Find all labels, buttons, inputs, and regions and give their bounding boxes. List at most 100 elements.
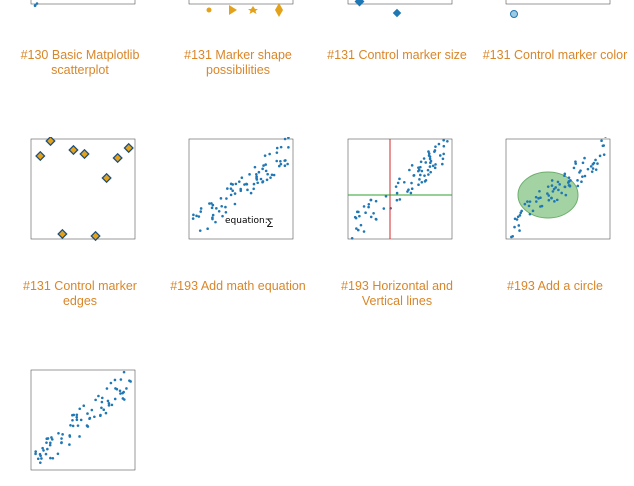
thumbnail[interactable] <box>496 137 614 255</box>
point <box>252 182 256 186</box>
point <box>78 407 82 411</box>
point <box>35 2 39 5</box>
point <box>287 137 290 139</box>
point <box>515 218 519 221</box>
point <box>550 196 553 200</box>
thumbnail[interactable] <box>21 137 139 255</box>
thumbnail[interactable]: equation: ∑ <box>179 137 297 255</box>
point <box>567 176 571 179</box>
point <box>427 150 430 153</box>
marker <box>112 152 123 164</box>
thumbnail[interactable] <box>179 0 297 20</box>
point <box>99 414 102 417</box>
thumbnail[interactable] <box>496 0 614 20</box>
caption-link[interactable]: #193 Horizontal and Vertical lines <box>341 279 453 308</box>
point <box>602 153 606 156</box>
point <box>71 418 74 422</box>
point <box>580 180 583 184</box>
point <box>538 189 541 193</box>
point <box>248 173 251 176</box>
point <box>107 404 111 407</box>
point <box>513 225 516 229</box>
point <box>426 168 430 172</box>
point <box>46 437 50 440</box>
point <box>219 197 223 200</box>
point <box>211 203 215 207</box>
point <box>369 198 373 202</box>
point <box>441 157 445 161</box>
point <box>374 199 378 203</box>
marker <box>123 142 134 154</box>
point <box>105 387 109 390</box>
point <box>198 229 202 232</box>
point <box>50 438 54 441</box>
point <box>355 227 358 230</box>
point <box>119 378 123 381</box>
caption-link[interactable]: #130 Basic Matplotlib scatterplot <box>20 48 140 77</box>
point <box>564 193 568 197</box>
point <box>225 197 228 200</box>
point <box>551 190 555 193</box>
point <box>115 387 119 391</box>
thumbnail[interactable] <box>21 0 139 20</box>
point <box>563 174 566 178</box>
point <box>367 202 371 206</box>
point <box>412 174 416 177</box>
point <box>195 214 198 218</box>
point <box>229 187 233 190</box>
point <box>510 10 518 18</box>
point <box>591 167 595 170</box>
caption-link[interactable]: #193 Add math equation <box>170 279 306 293</box>
point <box>434 145 437 148</box>
point <box>382 207 386 210</box>
point <box>262 164 265 167</box>
caption-link[interactable]: #131 Control marker edges <box>23 279 137 308</box>
caption-link[interactable]: #131 Control marker color <box>482 48 628 62</box>
point <box>422 157 426 160</box>
marker <box>229 5 237 15</box>
point <box>259 177 263 181</box>
point <box>49 441 52 445</box>
thumbnail[interactable] <box>338 137 456 255</box>
point <box>569 179 572 182</box>
point <box>264 169 268 173</box>
point <box>275 159 279 163</box>
caption-link[interactable]: #131 Marker shape possibilities <box>184 48 292 77</box>
point <box>540 204 544 208</box>
point <box>420 180 424 184</box>
point <box>51 456 55 460</box>
point <box>255 178 259 181</box>
point <box>419 160 423 164</box>
point <box>552 187 556 191</box>
point <box>249 191 253 195</box>
point <box>206 7 212 13</box>
point <box>572 166 576 170</box>
point <box>350 236 354 240</box>
point <box>86 412 89 415</box>
point <box>42 449 45 452</box>
thumbnail[interactable] <box>21 368 139 486</box>
equation-label: equation: <box>225 216 268 226</box>
point <box>75 413 79 417</box>
point <box>550 179 554 182</box>
point <box>40 457 43 460</box>
point <box>539 196 542 200</box>
point <box>100 406 103 410</box>
point <box>567 181 570 184</box>
point <box>240 176 244 180</box>
caption-link[interactable]: #193 Add a circle <box>507 279 603 293</box>
point <box>208 202 211 205</box>
point <box>546 185 550 188</box>
marker <box>68 144 79 156</box>
point <box>129 380 132 383</box>
point <box>513 217 517 221</box>
caption-link[interactable]: #131 Control marker size <box>327 48 467 62</box>
point <box>226 187 229 190</box>
point <box>596 162 599 165</box>
point <box>437 142 441 146</box>
point <box>574 162 577 165</box>
point <box>199 207 203 210</box>
point <box>224 205 227 209</box>
thumbnail[interactable] <box>338 0 456 20</box>
point <box>604 137 607 138</box>
